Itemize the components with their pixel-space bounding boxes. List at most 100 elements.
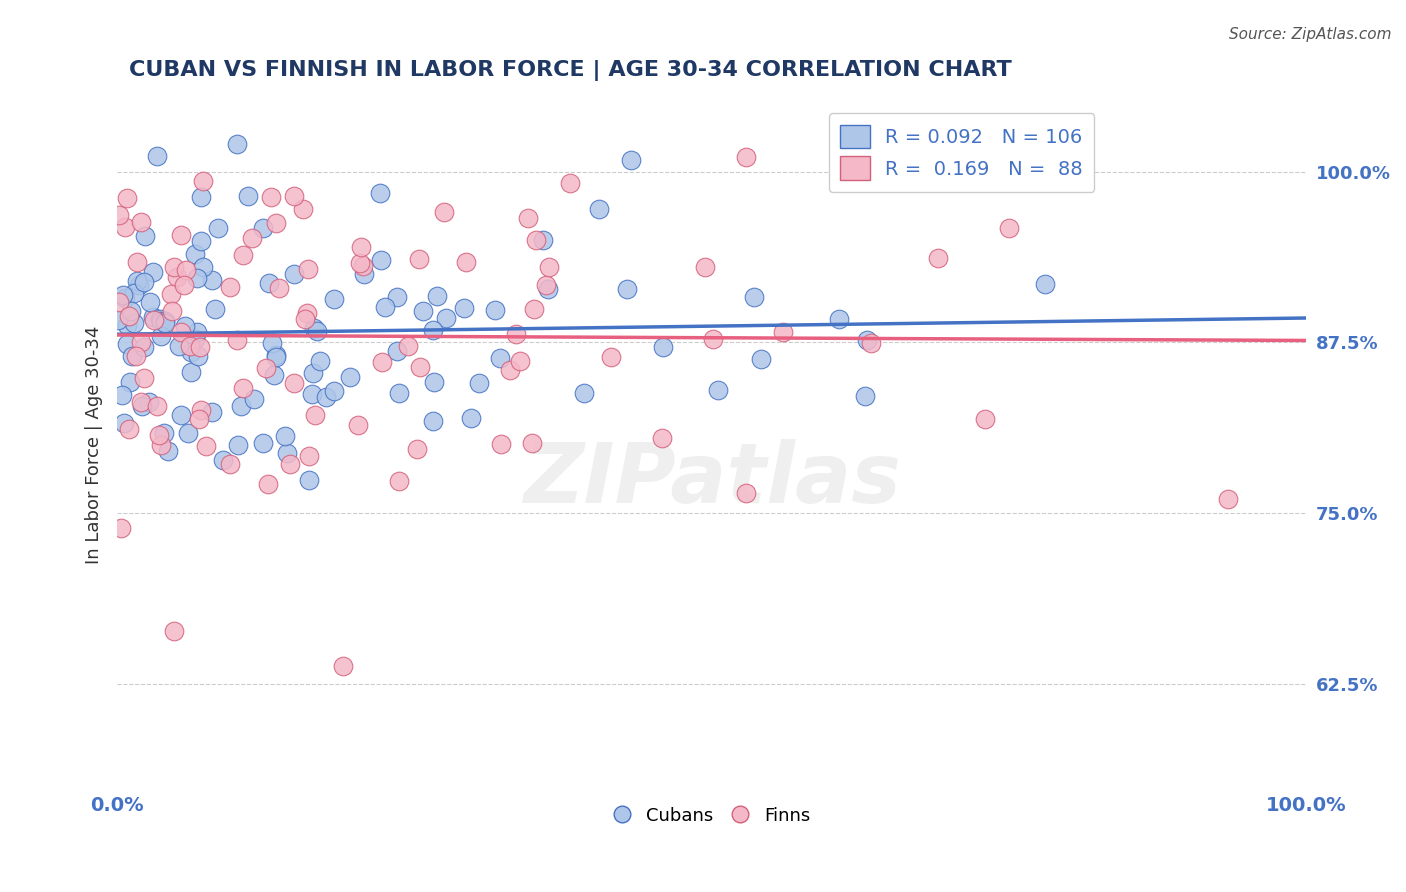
Point — [149, 314, 172, 328]
Point — [620, 153, 643, 167]
Point — [352, 259, 374, 273]
Point — [177, 425, 200, 440]
Point — [160, 286, 183, 301]
Point — [531, 233, 554, 247]
Point — [349, 256, 371, 270]
Point — [315, 390, 337, 404]
Point — [117, 191, 139, 205]
Point — [260, 190, 283, 204]
Point — [231, 400, 253, 414]
Point — [304, 408, 326, 422]
Point — [322, 292, 344, 306]
Point — [370, 253, 392, 268]
Point — [468, 376, 491, 391]
Point — [195, 440, 218, 454]
Point — [142, 310, 165, 324]
Point — [122, 316, 145, 330]
Point — [149, 311, 172, 326]
Point — [117, 422, 139, 436]
Point — [353, 268, 375, 282]
Point — [118, 375, 141, 389]
Point — [131, 395, 153, 409]
Point — [266, 347, 288, 361]
Point — [706, 384, 728, 398]
Point — [218, 457, 240, 471]
Point — [211, 452, 233, 467]
Point — [408, 252, 430, 266]
Point — [184, 332, 207, 346]
Point — [423, 376, 446, 390]
Point — [153, 314, 176, 328]
Point — [422, 323, 444, 337]
Point — [294, 312, 316, 326]
Point — [484, 302, 506, 317]
Point — [236, 189, 259, 203]
Point — [332, 659, 354, 673]
Point — [412, 304, 434, 318]
Point — [232, 381, 254, 395]
Point — [190, 403, 212, 417]
Point — [170, 325, 193, 339]
Point — [616, 282, 638, 296]
Point — [170, 408, 193, 422]
Point — [167, 339, 190, 353]
Point — [115, 318, 138, 332]
Point — [426, 288, 449, 302]
Point — [188, 341, 211, 355]
Point — [134, 229, 156, 244]
Point — [142, 265, 165, 279]
Point — [201, 405, 224, 419]
Point — [371, 354, 394, 368]
Legend: Cubans, Finns: Cubans, Finns — [606, 799, 817, 832]
Point — [134, 340, 156, 354]
Point — [308, 354, 330, 368]
Point — [225, 333, 247, 347]
Point — [129, 334, 152, 349]
Point — [132, 276, 155, 290]
Point — [184, 247, 207, 261]
Point — [257, 476, 280, 491]
Point — [226, 437, 249, 451]
Point — [702, 333, 724, 347]
Point — [301, 366, 323, 380]
Point — [193, 260, 215, 274]
Point — [125, 254, 148, 268]
Point — [396, 339, 419, 353]
Point — [252, 221, 274, 235]
Point — [149, 329, 172, 343]
Point — [827, 312, 849, 326]
Point — [138, 295, 160, 310]
Point — [188, 412, 211, 426]
Point — [163, 260, 186, 275]
Point — [256, 360, 278, 375]
Point — [121, 350, 143, 364]
Point — [219, 279, 242, 293]
Point — [153, 426, 176, 441]
Point — [509, 353, 531, 368]
Point — [204, 301, 226, 316]
Point — [453, 301, 475, 315]
Point — [298, 473, 321, 487]
Text: Source: ZipAtlas.com: Source: ZipAtlas.com — [1229, 27, 1392, 42]
Point — [114, 219, 136, 234]
Point — [225, 137, 247, 152]
Point — [1216, 492, 1239, 507]
Point — [257, 277, 280, 291]
Point — [145, 399, 167, 413]
Point — [405, 442, 427, 457]
Point — [456, 255, 478, 269]
Point — [307, 324, 329, 338]
Point — [291, 202, 314, 217]
Point — [201, 273, 224, 287]
Point — [651, 340, 673, 354]
Point — [131, 399, 153, 413]
Point — [160, 303, 183, 318]
Point — [422, 414, 444, 428]
Point — [856, 334, 879, 348]
Point — [283, 267, 305, 281]
Point — [927, 251, 949, 265]
Point — [187, 350, 209, 364]
Point — [173, 277, 195, 292]
Point — [323, 384, 346, 399]
Point — [460, 410, 482, 425]
